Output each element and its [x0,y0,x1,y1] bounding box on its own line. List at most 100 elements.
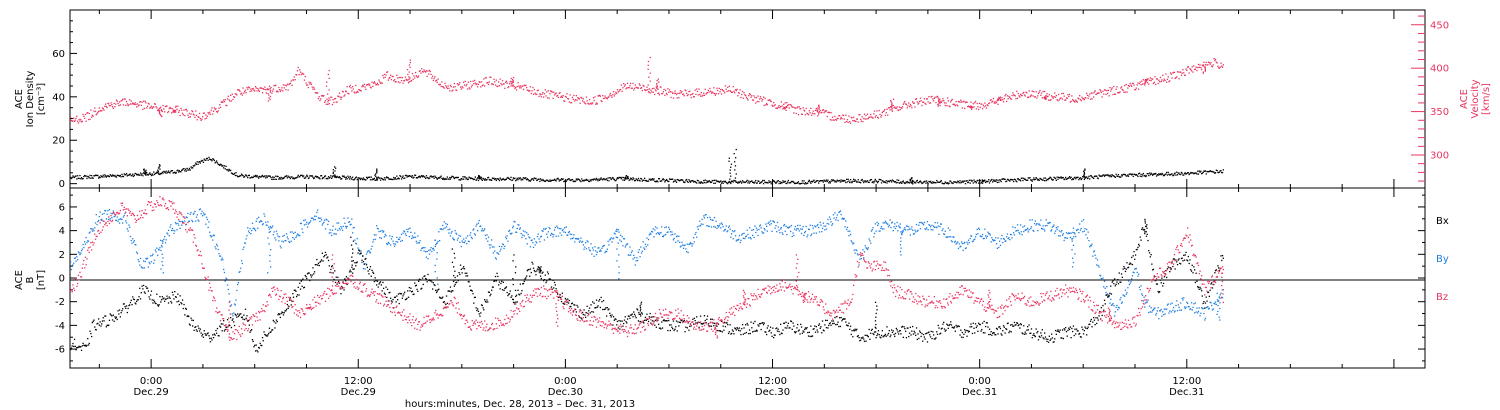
by-point [330,232,332,234]
ion-density-point [672,178,674,180]
velocity-point [1169,72,1172,74]
ion-density-point [1173,174,1175,176]
by-point [1083,230,1085,232]
velocity-point [1064,99,1066,101]
velocity-point [807,114,810,116]
by-point [710,226,713,228]
velocity-point [1162,74,1164,76]
by-point [101,213,104,215]
velocity-point [181,112,184,114]
by-point [174,230,176,232]
by-point [625,244,627,246]
by-point [673,237,675,240]
velocity-point [251,88,254,90]
velocity-point [941,100,943,102]
velocity-point [158,111,160,113]
by-point [1184,307,1186,310]
velocity-point [918,102,920,104]
ion-density-point [1169,174,1171,176]
ion-density-point [779,181,781,183]
ion-density-point [112,174,114,177]
velocity-point [1003,98,1005,100]
by-point [903,228,905,230]
by-point [413,236,415,238]
ion-density-point [1222,169,1224,171]
by-point [1190,302,1193,304]
by-point [179,227,181,229]
ion-density-point [1056,176,1058,178]
ion-density-point [177,169,179,171]
ion-density-point [300,174,302,176]
by-point [335,233,337,235]
bx-series [70,218,1224,353]
ion-density-point [534,177,536,180]
ion-density-point [220,164,222,166]
by-point [1006,233,1009,235]
ion-density-point [460,178,462,180]
by-point [875,230,877,232]
by-point [633,257,636,259]
velocity-point [1130,84,1132,86]
ion-density-point [1102,174,1104,176]
velocity-point [496,85,498,87]
velocity-point [1219,66,1221,68]
velocity-point [933,100,935,102]
by-point [241,262,243,265]
ion-density-point [703,181,706,184]
ion-density-point [823,179,825,181]
velocity-point [442,86,445,88]
velocity-point [269,95,272,98]
velocity-point [782,108,784,110]
ion-density-point [775,182,777,184]
ion-density-point [533,177,535,179]
ion-density-point [1146,173,1148,175]
ion-density-point [378,177,380,179]
velocity-point [694,89,696,91]
by-point [1169,310,1171,312]
ion-density-point [856,181,859,183]
ion-density-point [975,182,977,184]
ion-density-point [1058,177,1061,179]
ion-density-point [814,181,816,184]
velocity-point [247,86,250,88]
by-point [244,242,246,244]
ion-density-point [1174,172,1176,174]
by-point [202,212,205,214]
ion-density-point [723,180,725,182]
velocity-point [721,89,723,91]
velocity-point [365,88,367,90]
ion-density-point [926,180,928,182]
by-point [111,212,114,215]
ion-density-point [376,179,379,181]
velocity-point [819,109,821,112]
ion-density-point [1130,173,1132,175]
by-point [184,220,186,222]
by-point [807,234,809,236]
velocity-point [894,107,897,109]
by-point [181,224,183,226]
ion-density-point [396,175,398,177]
by-point [526,243,528,245]
by-point [977,233,979,235]
ion-density-point [522,179,524,181]
ion-density-point [1031,180,1033,182]
by-point [539,236,542,238]
by-point [764,229,766,231]
velocity-point [194,116,196,118]
velocity-point [285,85,288,87]
by-point [519,227,521,229]
ion-density-point [693,180,695,183]
velocity-point [692,92,694,95]
ion-density-point [734,161,736,163]
by-point [482,230,484,232]
ion-density-point [1071,179,1073,181]
by-point [1122,294,1124,296]
velocity-point [501,80,504,82]
by-point [1124,295,1126,297]
by-point [731,230,734,232]
by-point [341,227,343,229]
by-point [822,222,824,224]
ion-density-point [1059,177,1061,179]
velocity-point [780,105,782,108]
velocity-point [1013,94,1015,96]
